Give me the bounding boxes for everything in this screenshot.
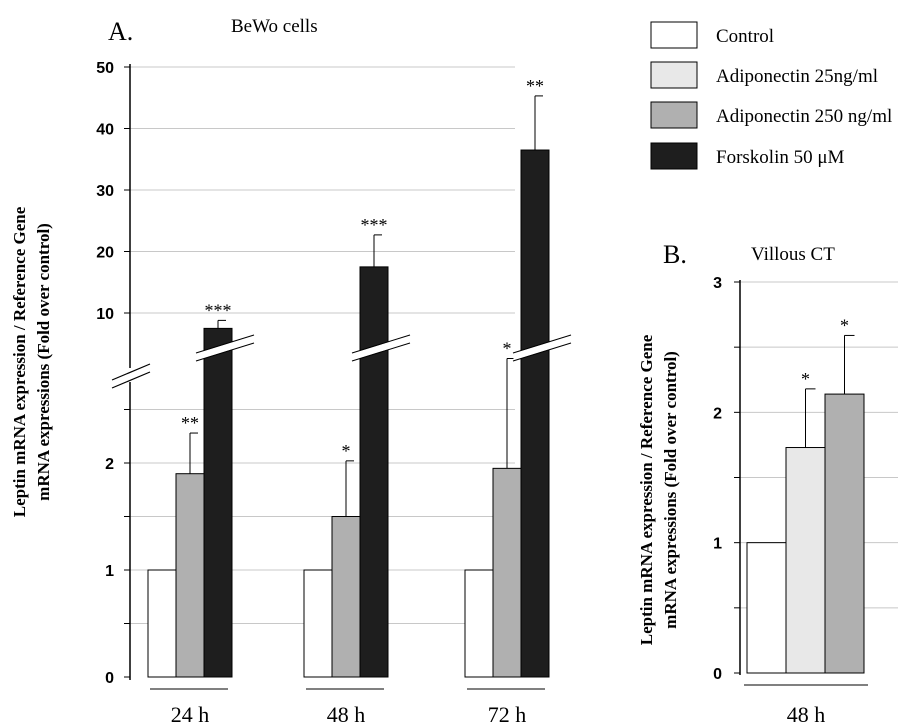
panel-b-title: Villous CT bbox=[751, 244, 835, 265]
bar bbox=[492, 467, 522, 678]
panel-a-title: BeWo cells bbox=[231, 16, 318, 37]
bar bbox=[746, 542, 787, 674]
bar bbox=[303, 569, 333, 678]
y-tick-label: 0 bbox=[105, 670, 114, 687]
y-tick-label: 30 bbox=[96, 183, 114, 200]
panel-a-ylabel-line2: mRNA expressions (Fold over control) bbox=[34, 223, 53, 501]
significance-mark: * bbox=[840, 315, 849, 335]
bar bbox=[359, 266, 389, 678]
x-tick-label: 72 h bbox=[488, 702, 527, 727]
bar bbox=[464, 569, 494, 678]
panel-b-label: B. bbox=[663, 240, 687, 269]
legend: Control Adiponectin 25ng/ml Adiponectin 25… bbox=[650, 21, 892, 170]
bar bbox=[175, 473, 205, 678]
y-tick-label: 2 bbox=[713, 405, 722, 422]
panel-a-label: A. bbox=[108, 17, 133, 46]
bar bbox=[147, 569, 177, 678]
panel-b-ylabel-line2: mRNA expressions (Fold over control) bbox=[661, 351, 680, 629]
y-tick-label: 20 bbox=[96, 245, 114, 262]
significance-mark: ** bbox=[181, 413, 199, 433]
bar-break-gap bbox=[350, 335, 412, 361]
legend-swatch bbox=[650, 21, 698, 49]
panel-a-ylabel-line1: Leptin mRNA expression / Reference Gene bbox=[10, 206, 29, 517]
significance-mark: * bbox=[801, 369, 810, 389]
bar-break-mark bbox=[351, 342, 411, 362]
y-tick-label: 3 bbox=[713, 275, 722, 292]
x-tick-label: 48 h bbox=[327, 702, 366, 727]
bar-break-gap bbox=[194, 335, 256, 361]
bar bbox=[203, 327, 233, 678]
y-tick-label: 0 bbox=[713, 666, 722, 683]
significance-mark: * bbox=[342, 441, 351, 461]
legend-label: Forskolin 50 μM bbox=[716, 147, 845, 168]
bar bbox=[785, 447, 826, 674]
y-tick-label: 2 bbox=[105, 456, 114, 473]
y-tick-label: 50 bbox=[96, 60, 114, 77]
y-tick-label: 40 bbox=[96, 122, 114, 139]
legend-swatch bbox=[650, 61, 698, 89]
legend-label: Adiponectin 25ng/ml bbox=[716, 66, 878, 87]
panel-b-ylabel-line1: Leptin mRNA expression / Reference Gene bbox=[637, 334, 656, 645]
bar bbox=[824, 393, 865, 674]
bar-break-mark bbox=[195, 334, 255, 354]
y-tick-label: 1 bbox=[105, 563, 114, 580]
bar-break-mark bbox=[351, 334, 411, 354]
legend-label: Control bbox=[716, 26, 774, 47]
legend-label: Adiponectin 250 ng/ml bbox=[716, 106, 892, 127]
x-tick-label: 24 h bbox=[171, 702, 210, 727]
axis-break-mark bbox=[111, 363, 151, 381]
y-tick-label: 10 bbox=[96, 306, 114, 323]
legend-swatch bbox=[650, 101, 698, 129]
x-tick-label: 48 h bbox=[787, 702, 826, 727]
bar bbox=[331, 516, 361, 678]
panel-b-chart: 0 1 2 3 * * 48 h bbox=[713, 275, 898, 727]
bar-break-gap bbox=[511, 335, 573, 361]
bar-break-mark bbox=[195, 342, 255, 362]
significance-mark: *** bbox=[361, 215, 388, 235]
bar bbox=[520, 149, 550, 678]
bar-break-mark bbox=[512, 342, 572, 362]
bar-break-mark bbox=[512, 334, 572, 354]
significance-mark: * bbox=[503, 339, 512, 359]
axis-break-mark bbox=[111, 371, 151, 389]
legend-swatch bbox=[650, 142, 698, 170]
significance-mark: ** bbox=[526, 76, 544, 96]
significance-mark: *** bbox=[205, 300, 232, 320]
y-tick-label: 1 bbox=[713, 536, 722, 553]
